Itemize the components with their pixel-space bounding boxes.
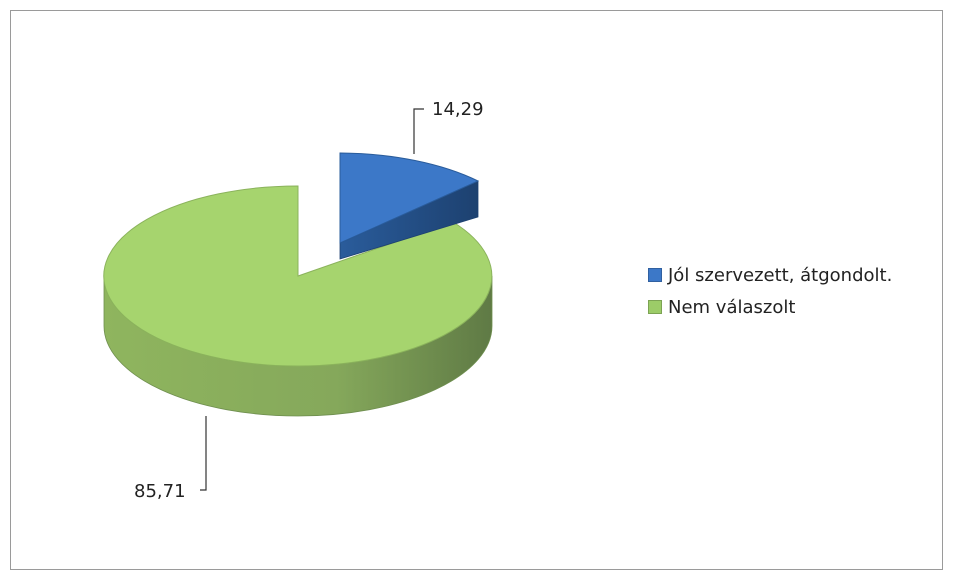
legend: Jól szervezett, átgondolt. Nem válaszolt [648, 262, 892, 326]
pie-slice-nem-valaszolt-top [103, 185, 493, 367]
pie-slice-jol-szervezett-top [339, 152, 480, 244]
legend-label-jol-szervezett: Jól szervezett, átgondolt. [668, 264, 893, 286]
pie-slice-jol-szervezett [339, 152, 480, 260]
legend-item-nem-valaszolt: Nem válaszolt [648, 294, 892, 320]
leader-line-14-29 [413, 108, 424, 154]
legend-item-jol-szervezett: Jól szervezett, átgondolt. [648, 262, 892, 288]
leader-line-85-71 [200, 416, 207, 491]
legend-swatch-green [648, 300, 662, 314]
legend-swatch-blue [648, 268, 662, 282]
data-label-14-29: 14,29 [432, 99, 484, 120]
data-label-85-71: 85,71 [134, 481, 186, 502]
pie-slice-nem-valaszolt [103, 185, 493, 417]
legend-label-nem-valaszolt: Nem válaszolt [668, 296, 796, 318]
